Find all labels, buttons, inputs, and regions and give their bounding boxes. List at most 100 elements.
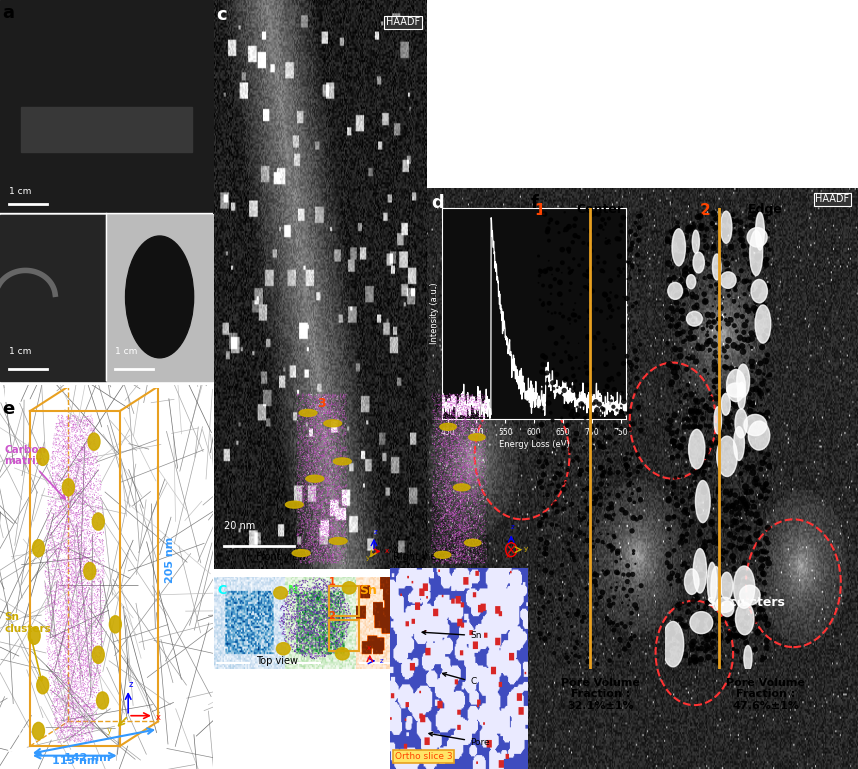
Point	[76, 462, 89, 474]
Point	[71, 431, 85, 444]
Point	[302, 513, 316, 525]
Point	[445, 428, 459, 440]
Point	[444, 467, 457, 479]
Point	[299, 404, 312, 416]
Point	[76, 542, 90, 554]
Point	[433, 464, 447, 476]
Point	[76, 594, 90, 606]
Point	[762, 281, 776, 293]
Point	[458, 414, 472, 427]
Point	[308, 484, 322, 497]
Point	[56, 518, 69, 530]
Point	[61, 601, 75, 613]
Point	[83, 471, 97, 484]
Point	[478, 453, 492, 465]
Point	[447, 544, 461, 556]
Point	[75, 730, 88, 742]
Point	[568, 309, 582, 321]
Point	[67, 719, 81, 731]
Point	[456, 431, 469, 444]
Point	[450, 449, 463, 461]
Point	[90, 643, 104, 655]
Point	[325, 415, 339, 428]
Point	[310, 407, 323, 419]
Point	[88, 504, 102, 517]
Point	[94, 669, 107, 681]
Point	[690, 319, 704, 331]
Point	[92, 674, 106, 687]
Point	[302, 534, 316, 547]
Point	[450, 397, 464, 409]
Point	[299, 511, 312, 523]
Point	[614, 405, 628, 418]
Point	[708, 331, 722, 343]
Point	[308, 556, 322, 568]
Point	[56, 699, 69, 711]
Point	[76, 544, 89, 556]
Point	[325, 521, 339, 533]
Point	[450, 487, 464, 499]
Point	[76, 581, 90, 593]
Point	[453, 531, 467, 544]
Point	[45, 546, 58, 558]
Point	[620, 273, 634, 285]
Point	[51, 424, 64, 436]
Point	[54, 642, 68, 654]
Point	[441, 427, 455, 439]
Point	[56, 668, 69, 681]
Point	[82, 592, 96, 604]
Point	[317, 506, 331, 518]
Point	[70, 511, 84, 523]
Point	[299, 483, 313, 495]
Point	[76, 613, 89, 625]
Text: b: b	[2, 388, 15, 406]
Point	[453, 442, 467, 454]
Text: Sn: Sn	[360, 584, 378, 598]
Point	[435, 481, 449, 494]
Point	[73, 700, 87, 712]
Point	[445, 406, 459, 418]
Point	[77, 590, 91, 602]
Point	[749, 421, 763, 433]
Point	[601, 294, 615, 306]
Point	[284, 599, 298, 611]
Point	[440, 411, 454, 424]
Point	[308, 431, 322, 443]
Point	[620, 590, 634, 602]
Point	[323, 467, 337, 479]
Point	[55, 577, 69, 589]
Point	[434, 512, 448, 524]
Point	[48, 488, 62, 501]
Point	[453, 537, 467, 549]
Point	[76, 717, 89, 730]
Point	[50, 528, 63, 541]
Point	[85, 424, 99, 436]
Point	[73, 446, 87, 458]
Point	[76, 476, 90, 488]
Point	[462, 495, 476, 508]
Point	[80, 637, 94, 649]
Point	[320, 514, 334, 527]
Point	[693, 421, 707, 433]
Point	[460, 549, 474, 561]
Point	[727, 219, 740, 231]
Point	[478, 428, 492, 441]
Point	[451, 550, 465, 562]
Point	[69, 733, 82, 745]
Point	[453, 469, 467, 481]
Point	[552, 480, 565, 492]
Point	[58, 558, 72, 571]
Point	[88, 467, 102, 479]
Point	[452, 518, 466, 531]
Point	[468, 402, 481, 414]
Point	[456, 464, 470, 477]
Point	[465, 467, 479, 479]
Point	[311, 415, 324, 428]
Point	[278, 623, 292, 635]
Point	[466, 532, 480, 544]
Point	[287, 597, 301, 609]
Point	[47, 697, 61, 709]
Point	[456, 414, 469, 427]
Point	[53, 637, 67, 649]
Point	[329, 631, 343, 643]
